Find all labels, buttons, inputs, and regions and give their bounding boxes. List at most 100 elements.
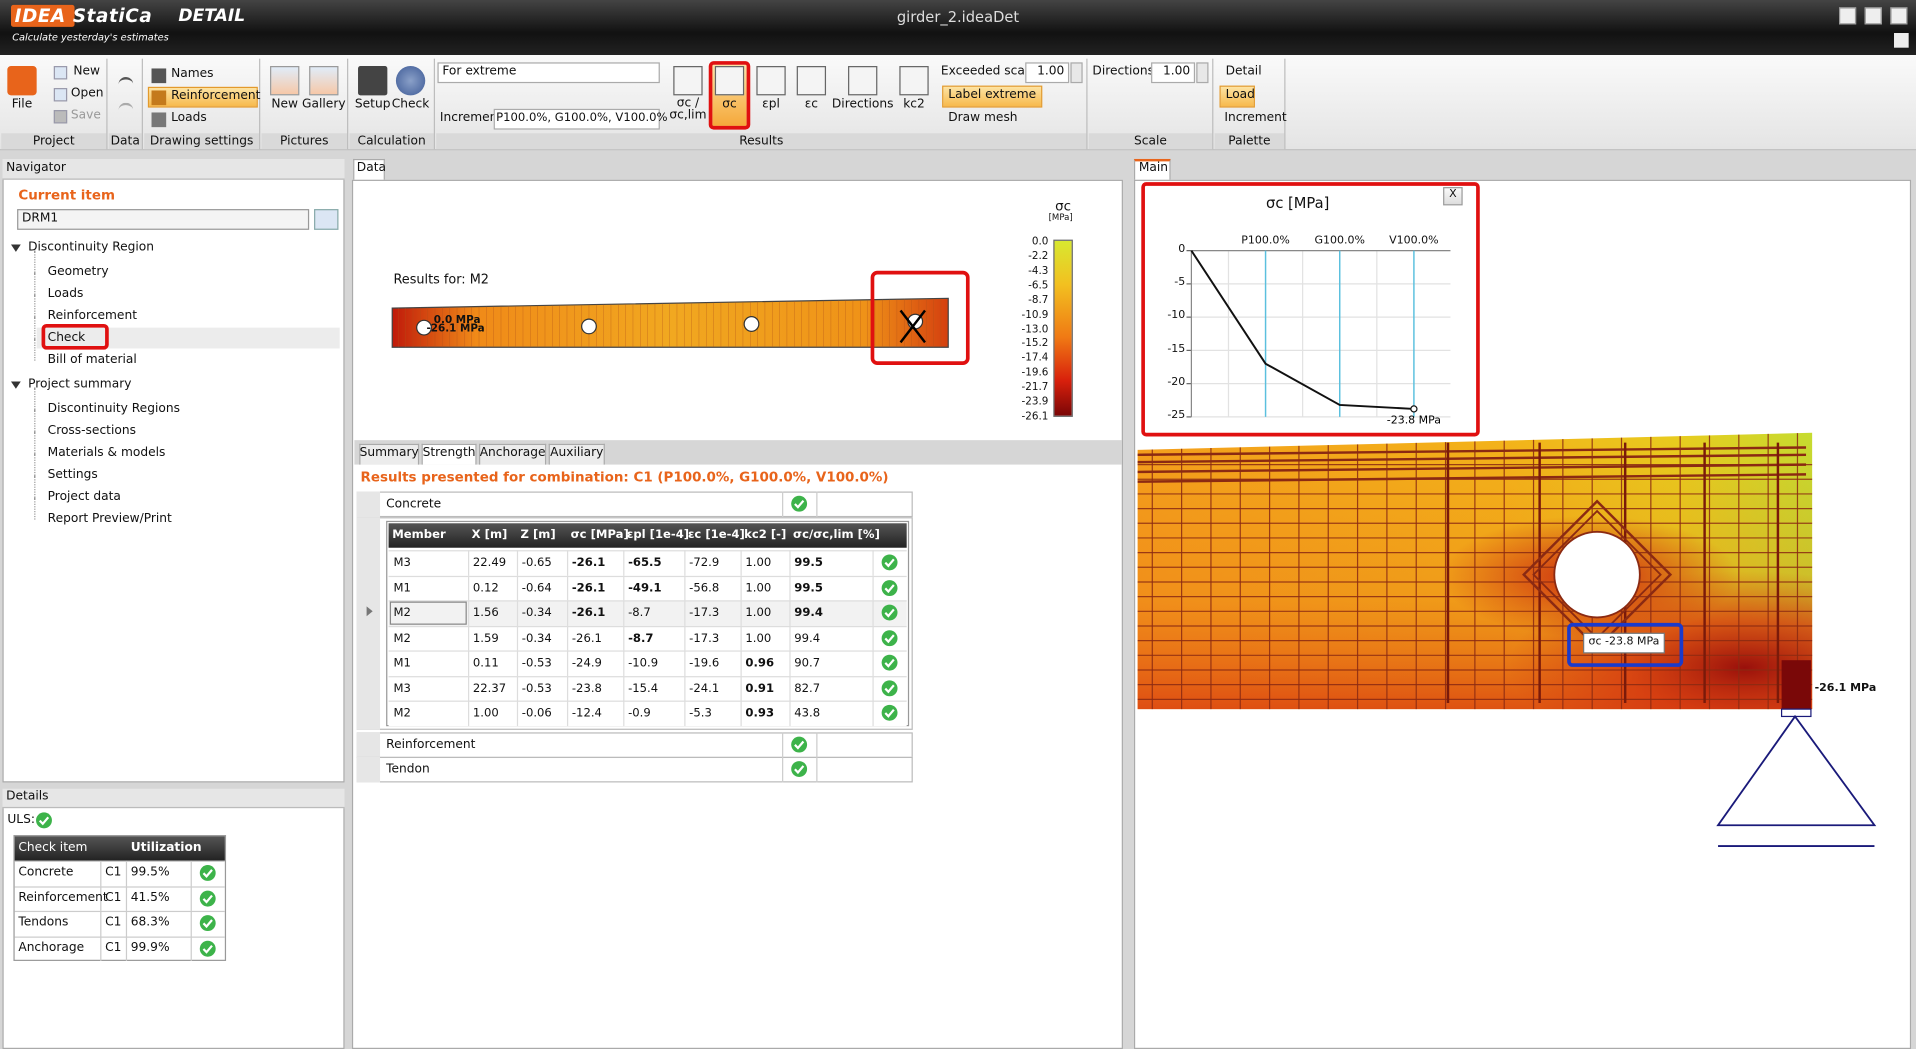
table-row[interactable] <box>388 650 907 676</box>
ribbon-button[interactable]: Names <box>171 67 214 81</box>
tree-item[interactable]: Cross-sections <box>47 424 136 438</box>
toggle-button[interactable] <box>942 85 1043 108</box>
table-row[interactable] <box>388 600 907 626</box>
tree-item[interactable]: Check <box>47 331 86 345</box>
help-button[interactable] <box>1894 33 1909 48</box>
ribbon-button[interactable]: Detail <box>1225 64 1262 79</box>
file-icon[interactable] <box>7 66 37 96</box>
table-row[interactable] <box>388 700 907 726</box>
ribbon-button[interactable]: Gallery <box>302 97 346 112</box>
spinner[interactable] <box>1196 62 1209 84</box>
tab[interactable] <box>353 158 385 181</box>
ribbon-button[interactable]: kc2 <box>903 97 925 112</box>
table-row[interactable] <box>388 675 907 701</box>
cell-border <box>190 935 192 961</box>
opening <box>416 319 432 336</box>
ribbon-button[interactable]: Increment <box>1224 111 1287 125</box>
table-cell: -26.1 <box>571 631 602 645</box>
cell-border <box>623 650 625 676</box>
cell-border <box>566 700 569 726</box>
ribbon-button[interactable]: New <box>271 97 299 112</box>
tree-item[interactable]: Settings <box>47 468 98 482</box>
table-row[interactable] <box>388 550 907 576</box>
cell-border <box>623 550 625 576</box>
ribbon-button[interactable]: New <box>73 64 100 79</box>
close-button[interactable] <box>1443 187 1463 206</box>
dropdown-value: For extreme <box>442 64 517 79</box>
tree-line <box>34 387 36 410</box>
number-input[interactable] <box>1025 62 1070 84</box>
tree-item[interactable]: Materials & models <box>47 446 166 460</box>
tab[interactable] <box>1133 158 1171 181</box>
ribbon-group-footer <box>349 133 434 150</box>
support <box>1716 714 1877 827</box>
table-cell: 99.4 <box>794 631 821 645</box>
table-row[interactable] <box>388 575 907 601</box>
ribbon-button[interactable]: Reinforcement <box>171 89 261 103</box>
dropdown[interactable] <box>437 62 660 84</box>
dropdown[interactable] <box>493 108 660 130</box>
tree-item[interactable]: Report Preview/Print <box>47 512 172 526</box>
tree-item[interactable]: Project data <box>47 490 121 504</box>
ribbon-button[interactable]: Loads <box>171 111 207 125</box>
tree-item[interactable]: Geometry <box>47 265 109 279</box>
ribbon-button[interactable]: Check <box>391 97 430 112</box>
tree-node[interactable]: Project summary <box>28 377 132 392</box>
ribbon-group-label: Palette <box>1228 134 1271 148</box>
highlight-box <box>41 323 109 350</box>
window-button[interactable] <box>1839 7 1857 25</box>
undo-icon[interactable] <box>118 77 134 89</box>
selected-row <box>36 327 340 349</box>
tree-item[interactable]: Discontinuity Regions <box>47 402 180 416</box>
tree-item[interactable]: Bill of material <box>47 353 137 367</box>
tab[interactable] <box>421 443 477 465</box>
ribbon-button[interactable]: Open <box>70 86 104 101</box>
toggle-button[interactable] <box>1219 85 1255 108</box>
tab[interactable] <box>479 443 547 465</box>
cell-border <box>125 935 128 961</box>
tab[interactable] <box>548 443 605 465</box>
ribbon-icon <box>899 66 929 96</box>
add-button[interactable] <box>314 209 339 230</box>
window-button[interactable] <box>1864 7 1882 25</box>
cell-border <box>872 550 874 576</box>
cell-border <box>516 650 519 676</box>
tree-node[interactable]: Discontinuity Region <box>28 240 155 255</box>
ribbon-group-label: Pictures <box>280 134 329 148</box>
ribbon-group-footer <box>108 133 142 150</box>
tree-line <box>34 431 36 454</box>
tree-line <box>34 272 36 295</box>
ribbon-button[interactable]: εpl <box>762 97 780 112</box>
ribbon-button[interactable]: File <box>11 97 33 112</box>
redo-icon[interactable] <box>118 102 134 115</box>
tree-item[interactable]: Reinforcement <box>47 309 137 323</box>
ribbon-button[interactable]: Save <box>70 108 101 123</box>
ribbon-button[interactable]: σc <box>722 97 737 112</box>
colorbar-label: -13.0 <box>1021 323 1049 336</box>
ribbon-button[interactable]: Directions <box>831 97 894 112</box>
tree-item[interactable]: Loads <box>47 287 84 301</box>
cell-border <box>100 910 102 936</box>
table-cell: 0.93 <box>745 706 775 721</box>
table-row[interactable] <box>388 625 907 651</box>
table-cell: -56.8 <box>689 581 720 595</box>
ribbon-group-label: Data <box>110 134 140 148</box>
cell-border <box>740 675 742 701</box>
check-circle <box>881 604 898 621</box>
spinner[interactable] <box>1070 62 1083 84</box>
ribbon-button[interactable]: σc / σc,lim <box>669 96 707 123</box>
dropdown[interactable] <box>17 209 310 230</box>
ribbon-button[interactable]: εc <box>804 97 819 112</box>
window-button[interactable] <box>1890 7 1908 25</box>
colorbar-label: -8.7 <box>1028 294 1049 307</box>
ribbon-button[interactable]: Setup <box>354 97 391 112</box>
number-input[interactable] <box>1151 62 1196 84</box>
ribbon-button[interactable]: Draw mesh <box>948 111 1018 125</box>
tab[interactable] <box>359 443 420 465</box>
probe-label: σc -23.8 MPa <box>1588 635 1660 648</box>
rebar <box>1137 446 1807 457</box>
dropdown-value: P100.0%, G100.0%, V100.0% <box>496 111 668 125</box>
support-plate <box>1780 708 1812 718</box>
check-circle <box>199 915 216 932</box>
table-cell: -5.3 <box>689 706 712 721</box>
